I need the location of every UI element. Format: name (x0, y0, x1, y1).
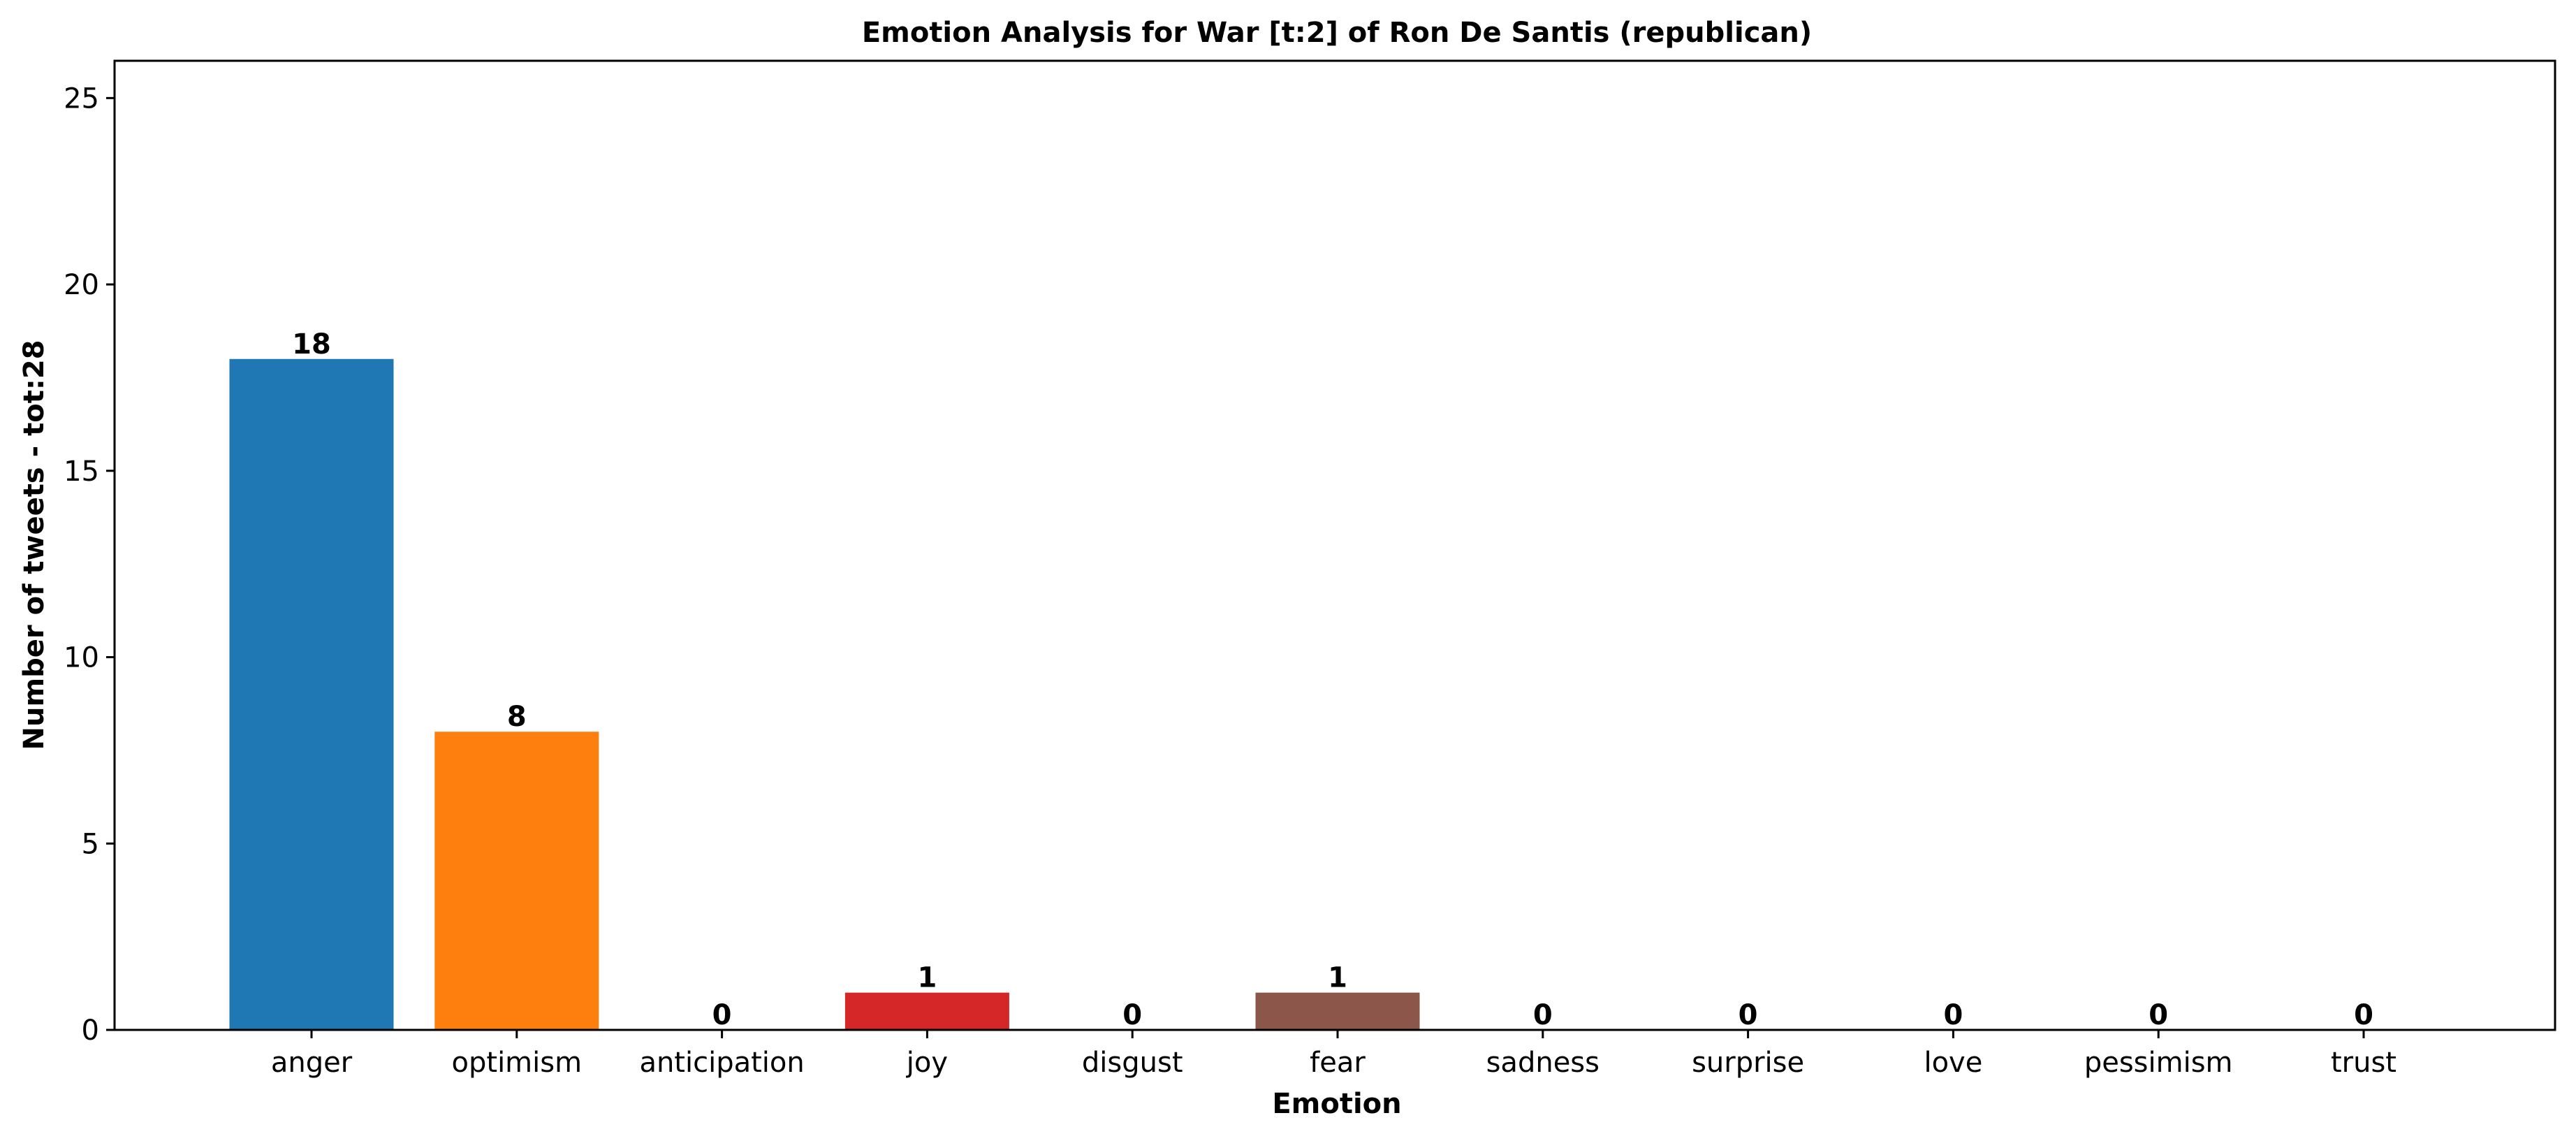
x-tick-label-pessimism: pessimism (2084, 1047, 2233, 1079)
y-tick-label-0: 0 (82, 1015, 99, 1047)
data-label-joy: 1 (917, 962, 937, 994)
data-label-surprise: 0 (1739, 999, 1758, 1031)
x-axis-label: Emotion (1272, 1088, 1401, 1120)
data-label-love: 0 (1943, 999, 1963, 1031)
bars-group (229, 358, 1420, 1030)
x-axis-ticks: anger optimism anticipation joy disgust fear s… (271, 1030, 2396, 1079)
chart-title: Emotion Analysis for War [t:2] of Ron De… (862, 17, 1812, 49)
x-tick-label-anticipation: anticipation (639, 1047, 804, 1079)
x-tick-label-fear: fear (1310, 1047, 1366, 1079)
y-tick-label-15: 15 (64, 456, 99, 488)
x-tick-label-sadness: sadness (1486, 1047, 1600, 1079)
data-label-anticipation: 0 (712, 999, 732, 1031)
bar-labels-group: 18 8 0 1 0 1 0 0 0 0 0 (292, 328, 2373, 1031)
x-tick-label-optimism: optimism (452, 1047, 583, 1079)
bar-fear (1255, 992, 1420, 1030)
y-tick-label-25: 25 (64, 82, 99, 115)
data-label-optimism: 8 (507, 701, 527, 733)
y-axis-ticks: 0 5 10 15 20 25 (64, 82, 115, 1047)
bar-optimism (434, 732, 599, 1030)
data-label-fear: 1 (1328, 962, 1347, 994)
data-label-sadness: 0 (1533, 999, 1553, 1031)
x-tick-label-disgust: disgust (1082, 1047, 1183, 1079)
y-tick-label-5: 5 (82, 828, 99, 860)
y-axis-label: Number of tweets - tot:28 (18, 340, 50, 750)
x-tick-label-love: love (1924, 1047, 1982, 1079)
x-tick-label-joy: joy (906, 1047, 948, 1079)
x-tick-label-trust: trust (2331, 1047, 2396, 1079)
y-tick-label-10: 10 (64, 642, 99, 674)
data-label-trust: 0 (2354, 999, 2373, 1031)
y-tick-label-20: 20 (64, 269, 99, 301)
bar-joy (844, 992, 1009, 1030)
data-label-pessimism: 0 (2149, 999, 2168, 1031)
bar-anger (229, 358, 394, 1030)
data-label-disgust: 0 (1122, 999, 1142, 1031)
x-tick-label-surprise: surprise (1692, 1047, 1804, 1079)
data-label-anger: 18 (292, 328, 331, 361)
x-tick-label-anger: anger (271, 1047, 353, 1079)
plot-frame (113, 59, 2556, 1031)
